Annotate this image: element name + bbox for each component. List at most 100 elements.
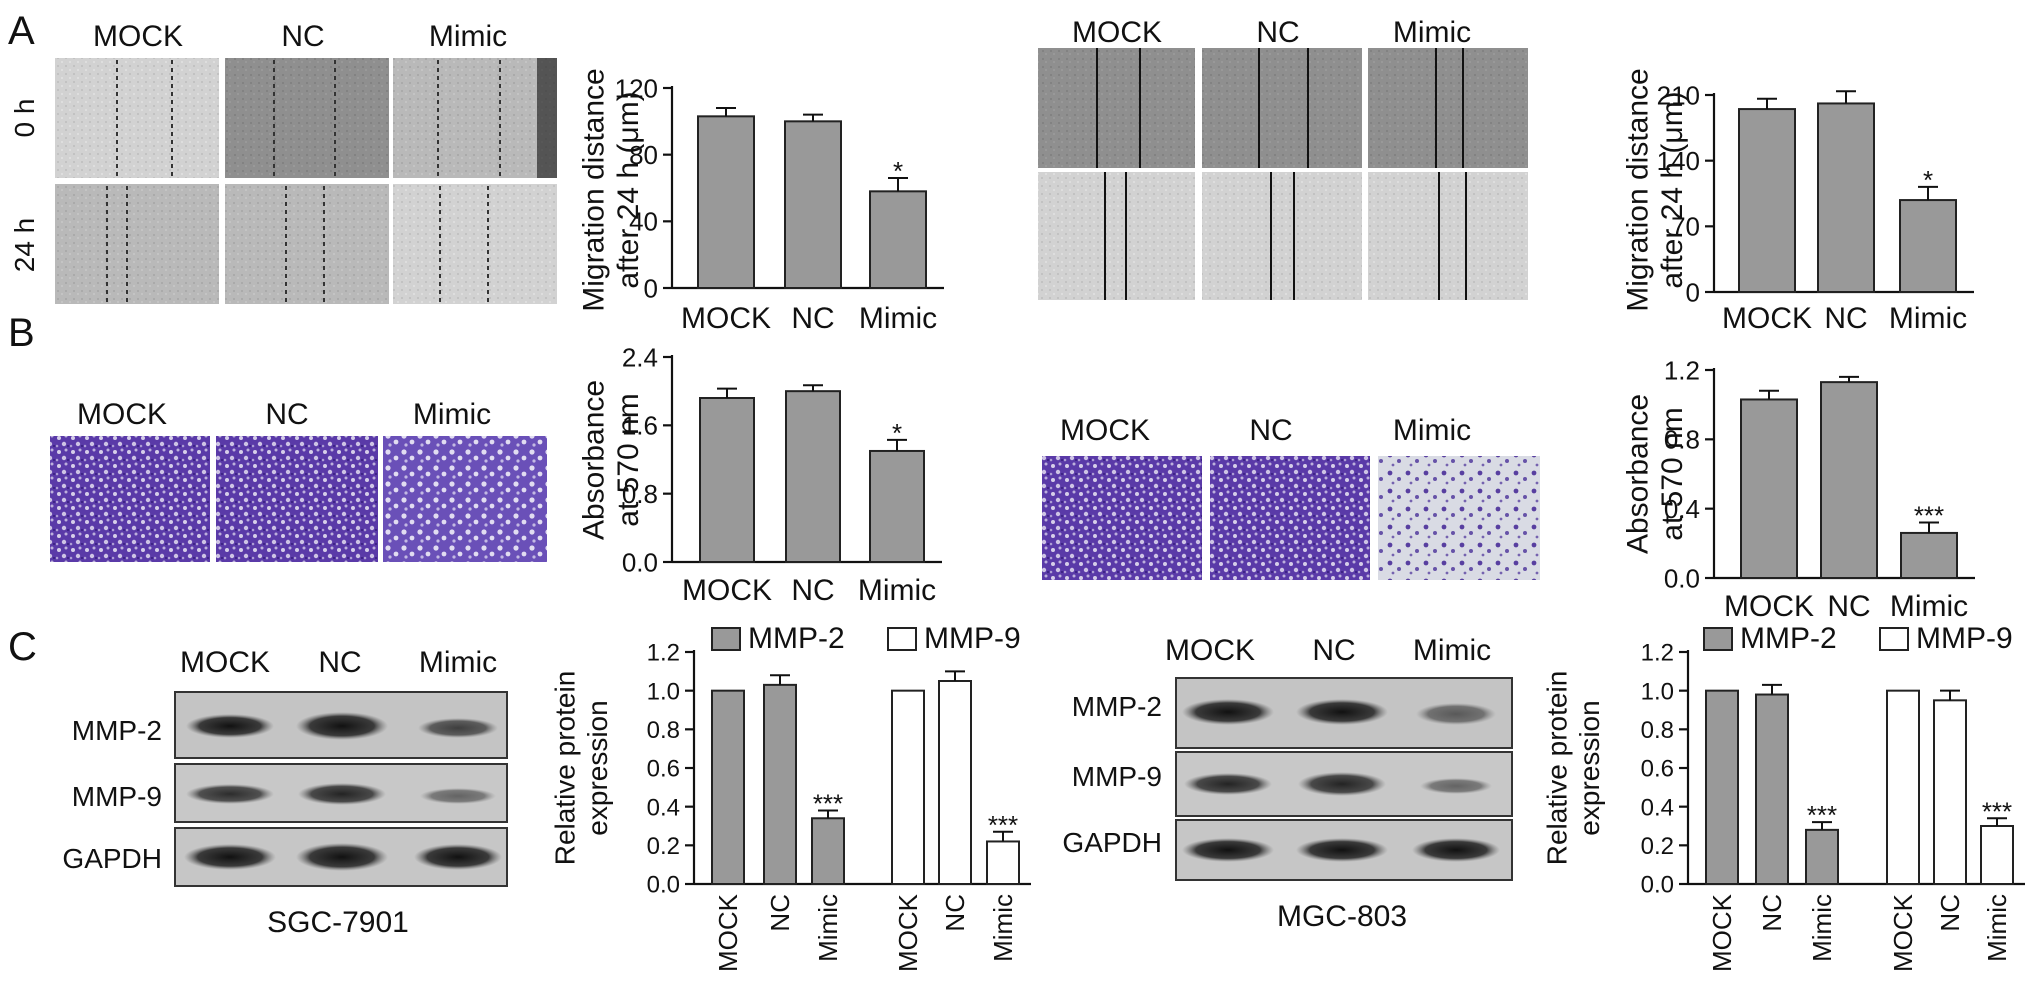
x-tick-label: Mimic — [1807, 894, 1837, 962]
micrograph — [225, 184, 389, 304]
col-label-mock: MOCK — [1165, 634, 1255, 667]
y-axis-label-line: Migration distance — [1622, 68, 1655, 311]
bar — [697, 115, 755, 290]
micrograph-edge — [537, 58, 557, 178]
transwell-image — [1042, 456, 1202, 580]
col-label-mock: MOCK — [180, 646, 270, 679]
transwell-image — [383, 436, 547, 562]
col-label-mimic: Mimic — [413, 398, 491, 431]
x-tick-label: MOCK — [681, 302, 771, 335]
y-axis-label-line: Migration distance — [578, 68, 611, 311]
bar — [869, 190, 927, 289]
y-tick-label: 0 — [644, 273, 658, 303]
x-tick-label: Mimic — [858, 574, 936, 607]
col-label-nc: NC — [1256, 16, 1299, 49]
legend-label: MMP-2 — [748, 622, 845, 655]
x-tick-label: NC — [765, 894, 795, 932]
blot-band — [186, 784, 274, 804]
y-tick-label: 0.2 — [647, 833, 680, 860]
significance-marker: *** — [988, 810, 1018, 840]
significance-marker: *** — [1807, 800, 1837, 830]
bar — [1738, 108, 1796, 293]
x-tick-label: MOCK — [1722, 302, 1812, 335]
bar — [785, 390, 841, 563]
col-label-mimic: Mimic — [1393, 16, 1471, 49]
micrograph — [393, 184, 557, 304]
x-tick-label: MOCK — [682, 574, 772, 607]
y-tick-label: 1.2 — [647, 640, 680, 667]
chart-c-mgc803: 0.0 0.2 0.4 0.6 0.8 1.0 1.2 Relative proteinexp… — [1542, 622, 2025, 972]
chart-b-mgc803: 0.0 0.4 0.8 1.2 Absorbanceat 570 nm MOCK NC ***… — [1622, 355, 1975, 623]
a-right-image-grid: MOCK NC Mimic — [1038, 16, 1528, 300]
chart-c-sgc7901: 0.0 0.2 0.4 0.6 0.8 1.0 1.2 Relative proteinexp… — [550, 622, 1031, 972]
x-tick-label: NC — [791, 574, 834, 607]
y-tick-label: 1.2 — [1641, 640, 1674, 667]
cell-line-label: MGC-803 — [1277, 900, 1407, 933]
legend-swatch — [887, 627, 917, 651]
col-label-nc: NC — [318, 646, 361, 679]
bar — [1933, 699, 1967, 885]
blot-band — [1420, 778, 1492, 794]
x-tick-label: MOCK — [1724, 590, 1814, 623]
significance-marker: * — [893, 156, 903, 186]
y-axis-label-line: at 570 nm — [1656, 407, 1689, 540]
x-tick-label: NC — [1935, 894, 1965, 932]
y-axis-label-line: after 24 h (μm) — [612, 91, 645, 288]
micrograph — [225, 58, 389, 178]
y-tick-label: 140 — [1657, 146, 1700, 176]
col-label-mock: MOCK — [1060, 414, 1150, 447]
y-tick-label: 0.0 — [1641, 872, 1674, 899]
x-tick-label: MOCK — [1888, 893, 1918, 972]
x-tick-label: Mimic — [1889, 302, 1967, 335]
blot-band — [1182, 699, 1274, 725]
micrograph — [1038, 48, 1195, 168]
b-left-image-grid: MOCK NC Mimic — [50, 398, 547, 562]
col-label-nc: NC — [281, 20, 324, 53]
micrograph — [1368, 48, 1528, 168]
y-axis-label-line: Relative protein — [550, 671, 581, 866]
y-axis-label-line: Relative protein — [1542, 671, 1573, 866]
x-tick-label: NC — [1824, 302, 1867, 335]
legend-swatch — [1879, 627, 1909, 651]
legend-swatch — [1703, 627, 1733, 651]
bar — [1755, 693, 1789, 885]
row-label-gapdh: GAPDH — [62, 843, 162, 874]
legend-swatch — [711, 627, 741, 651]
panel-letter-b: B — [8, 311, 35, 355]
x-tick-label: Mimic — [1982, 894, 2012, 962]
bar — [699, 397, 755, 563]
row-label-mmp9: MMP-9 — [72, 781, 162, 812]
legend-label: MMP-9 — [1916, 622, 2013, 655]
y-tick-label: 40 — [629, 207, 658, 237]
micrograph — [55, 184, 219, 304]
row-label-gapdh: GAPDH — [1062, 827, 1162, 858]
y-axis-label-line: expression — [1574, 700, 1605, 835]
x-tick-label: NC — [940, 894, 970, 932]
y-tick-label: 120 — [615, 73, 658, 103]
x-tick-label: MOCK — [713, 893, 743, 972]
x-tick-label: MOCK — [1707, 893, 1737, 972]
y-tick-label: 1.2 — [1664, 355, 1700, 385]
panel-letter-a: A — [8, 9, 35, 53]
micrograph — [1368, 172, 1528, 300]
y-tick-label: 1.0 — [1641, 678, 1674, 705]
y-tick-label: 0.8 — [647, 717, 680, 744]
y-axis-label-line: expression — [582, 700, 613, 835]
transwell-image — [1210, 456, 1370, 580]
y-tick-label: 0.4 — [1641, 794, 1674, 821]
legend-label: MMP-9 — [924, 622, 1021, 655]
y-tick-label: 1.6 — [622, 411, 658, 441]
y-tick-label: 1.0 — [647, 678, 680, 705]
significance-marker: *** — [1982, 796, 2012, 826]
blot-band — [184, 844, 276, 870]
row-label-24h: 24 h — [9, 218, 40, 273]
bar — [869, 449, 925, 564]
y-axis-label: Absorbanceat 570 nm — [1622, 394, 1690, 554]
y-tick-label: 0.6 — [1641, 756, 1674, 783]
bar — [1820, 381, 1878, 579]
micrograph — [1038, 172, 1195, 300]
chart-b-sgc7901: 0.0 0.8 1.6 2.4 Absorbanceat 570 nm MOCK NC * Mi… — [578, 342, 942, 607]
y-tick-label: 0.0 — [622, 547, 658, 577]
blot-band — [1296, 838, 1388, 862]
